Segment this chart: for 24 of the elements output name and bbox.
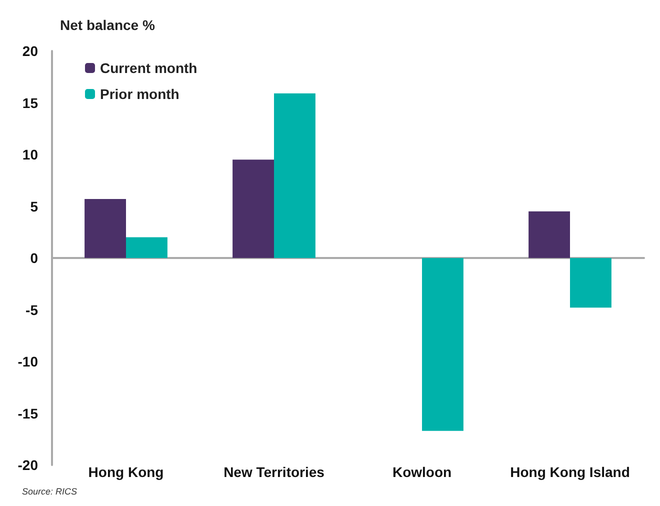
y-tick-label: 5 bbox=[30, 198, 38, 214]
y-tick-label: 0 bbox=[30, 250, 38, 266]
y-tick-label: -5 bbox=[26, 302, 38, 318]
source-note: Source: RICS bbox=[22, 486, 78, 496]
bar bbox=[274, 93, 316, 258]
x-tick-label: Kowloon bbox=[392, 464, 452, 480]
bar bbox=[84, 199, 126, 258]
legend-label: Current month bbox=[100, 60, 198, 76]
y-axis-title: Net balance % bbox=[60, 17, 156, 33]
bar bbox=[528, 211, 570, 258]
bar bbox=[126, 237, 168, 258]
y-tick-label: 20 bbox=[22, 43, 38, 59]
bar bbox=[232, 160, 274, 258]
x-tick-label: New Territories bbox=[224, 464, 325, 480]
y-tick-label: -15 bbox=[18, 405, 38, 422]
y-tick-label: 15 bbox=[22, 94, 38, 111]
x-tick-label: Hong Kong Island bbox=[510, 464, 630, 480]
bar bbox=[570, 258, 612, 308]
bar bbox=[422, 258, 464, 431]
y-tick-label: -20 bbox=[18, 457, 38, 473]
legend-label: Prior month bbox=[100, 86, 180, 102]
x-tick-label: Hong Kong bbox=[88, 464, 164, 480]
y-tick-label: -10 bbox=[18, 354, 38, 370]
y-tick-label: 10 bbox=[22, 146, 38, 162]
